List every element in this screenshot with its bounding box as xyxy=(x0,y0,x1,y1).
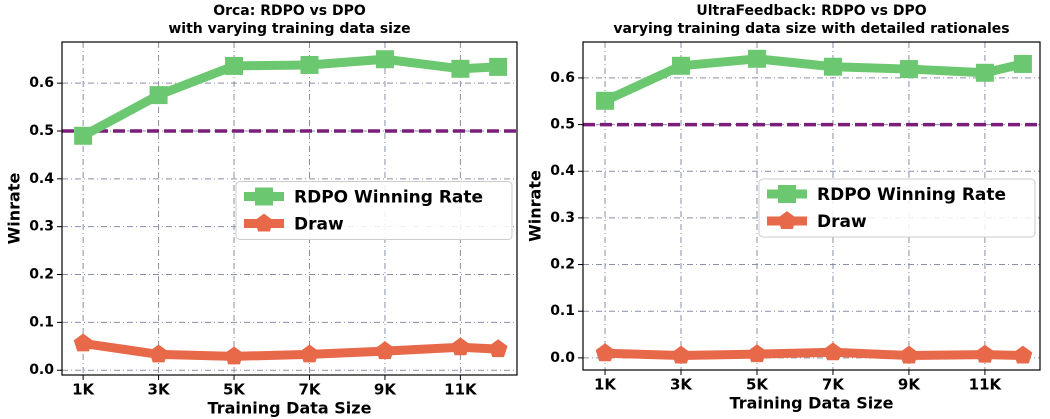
y-tick-label: 0.3 xyxy=(29,219,54,235)
x-tick-label: 5K xyxy=(223,381,246,399)
x-tick-label: 1K xyxy=(72,381,95,399)
y-tick-label: 0.3 xyxy=(550,210,575,226)
marker xyxy=(823,57,842,76)
marker xyxy=(224,346,244,365)
marker xyxy=(488,339,508,358)
series-line xyxy=(82,338,499,361)
x-tick-label: 3K xyxy=(670,376,693,394)
legend-box xyxy=(758,178,1036,238)
marker xyxy=(899,60,918,79)
y-axis-label: Winrate xyxy=(5,173,24,245)
y-tick-label: 0.4 xyxy=(550,163,575,179)
chart-subtitle: varying training data size with detailed… xyxy=(613,21,1009,37)
y-tick-label: 0.1 xyxy=(550,303,575,319)
y-tick-label: 0.0 xyxy=(29,362,54,378)
marker xyxy=(823,342,843,361)
plot-frame xyxy=(582,41,1041,371)
marker xyxy=(1013,345,1033,364)
legend-marker xyxy=(778,185,796,203)
x-tick-label: 1K xyxy=(594,376,617,394)
marker xyxy=(596,91,615,110)
y-tick-label: 0.2 xyxy=(29,267,54,283)
y-tick-label: 0.6 xyxy=(550,70,575,86)
legend-marker xyxy=(255,187,273,206)
y-tick-label: 0.6 xyxy=(29,75,54,91)
x-axis-label: Training Data Size xyxy=(208,399,372,418)
chart-title: UltraFeedback: RDPO vs DPO xyxy=(696,3,926,19)
legend-label: RDPO Winning Rate xyxy=(294,188,483,208)
y-tick-label: 0.0 xyxy=(550,350,575,366)
marker xyxy=(975,344,995,363)
x-tick-label: 11K xyxy=(969,376,1003,394)
series-line xyxy=(604,347,1024,361)
plot-frame xyxy=(61,41,518,376)
x-tick-label: 7K xyxy=(822,376,845,394)
marker xyxy=(74,126,93,145)
legend-marker xyxy=(254,213,274,232)
x-tick-label: 11K xyxy=(444,381,478,399)
legend-label: Draw xyxy=(294,215,344,235)
x-tick-label: 5K xyxy=(746,376,769,394)
marker xyxy=(149,344,168,363)
y-tick-label: 0.2 xyxy=(550,257,575,273)
marker xyxy=(149,86,168,105)
x-tick-label: 7K xyxy=(298,381,321,399)
y-axis-label: Winrate xyxy=(526,170,545,242)
marker xyxy=(300,344,319,363)
y-tick-label: 0.4 xyxy=(29,171,54,187)
marker xyxy=(73,333,93,352)
marker xyxy=(489,57,508,76)
y-tick-label: 0.1 xyxy=(29,314,54,330)
marker xyxy=(975,63,994,82)
marker xyxy=(899,345,919,364)
x-axis-label: Training Data Size xyxy=(730,394,894,413)
marker xyxy=(672,56,691,75)
marker xyxy=(375,341,395,360)
marker xyxy=(375,50,394,69)
marker xyxy=(225,56,244,75)
marker xyxy=(747,344,767,363)
x-tick-label: 3K xyxy=(148,381,171,399)
y-tick-label: 0.5 xyxy=(29,123,54,139)
marker xyxy=(450,337,470,356)
marker xyxy=(451,59,470,78)
x-tick-label: 9K xyxy=(374,381,397,399)
marker xyxy=(1013,54,1032,73)
legend-box xyxy=(235,181,513,240)
legend-label: Draw xyxy=(817,212,867,232)
legend-label: RDPO Winning Rate xyxy=(817,185,1006,205)
marker xyxy=(595,343,615,362)
legend-marker xyxy=(777,211,797,230)
marker xyxy=(671,345,691,364)
chart-title: Orca: RDPO vs DPO xyxy=(213,3,366,19)
marker xyxy=(300,55,319,74)
series-line xyxy=(80,54,499,140)
y-tick-label: 0.5 xyxy=(550,117,575,133)
series-line xyxy=(603,54,1024,105)
marker xyxy=(747,49,766,68)
chart-subtitle: with varying training data size xyxy=(168,21,410,37)
x-tick-label: 9K xyxy=(898,376,921,394)
